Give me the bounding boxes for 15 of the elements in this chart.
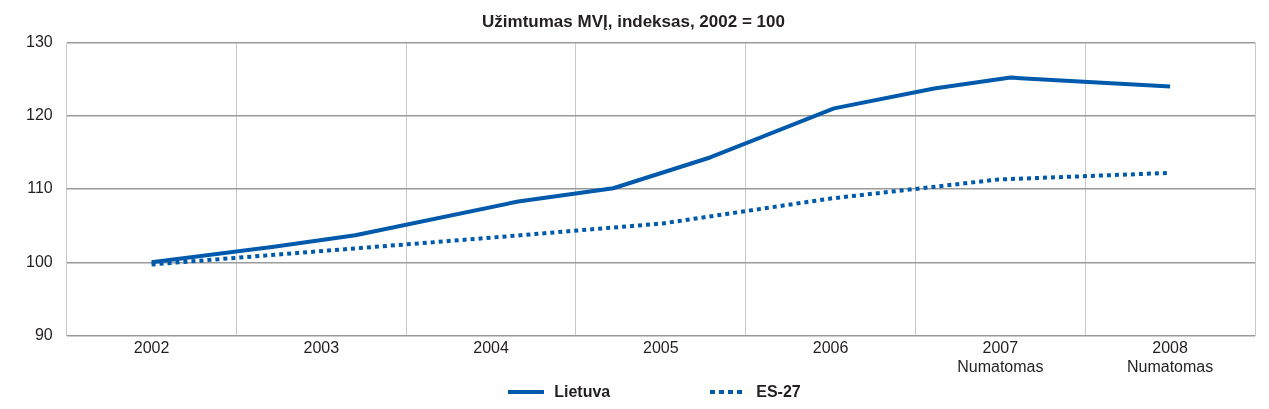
legend-label: Lietuva bbox=[554, 383, 611, 401]
x-tick-label: 2008 Numatomas bbox=[1127, 338, 1214, 375]
x-tick-label: 2003 bbox=[303, 338, 340, 356]
x-tick-label: 2007 Numatomas bbox=[957, 338, 1044, 375]
y-tick-label: 120 bbox=[25, 106, 53, 124]
y-tick-label: 110 bbox=[27, 179, 53, 197]
y-tick-label: 130 bbox=[25, 32, 53, 50]
y-tick-label: 90 bbox=[34, 326, 53, 344]
chart-title: Užimtumas MVĮ, indeksas, 2002 = 100 bbox=[482, 11, 785, 31]
x-tick-label: 2004 bbox=[473, 338, 509, 356]
x-tick-label: 2006 bbox=[812, 338, 849, 356]
x-tick-label: 2002 bbox=[133, 338, 170, 356]
x-tick-label: 2005 bbox=[643, 338, 679, 356]
legend-label: ES-27 bbox=[756, 383, 801, 401]
y-tick-label: 100 bbox=[25, 252, 53, 270]
